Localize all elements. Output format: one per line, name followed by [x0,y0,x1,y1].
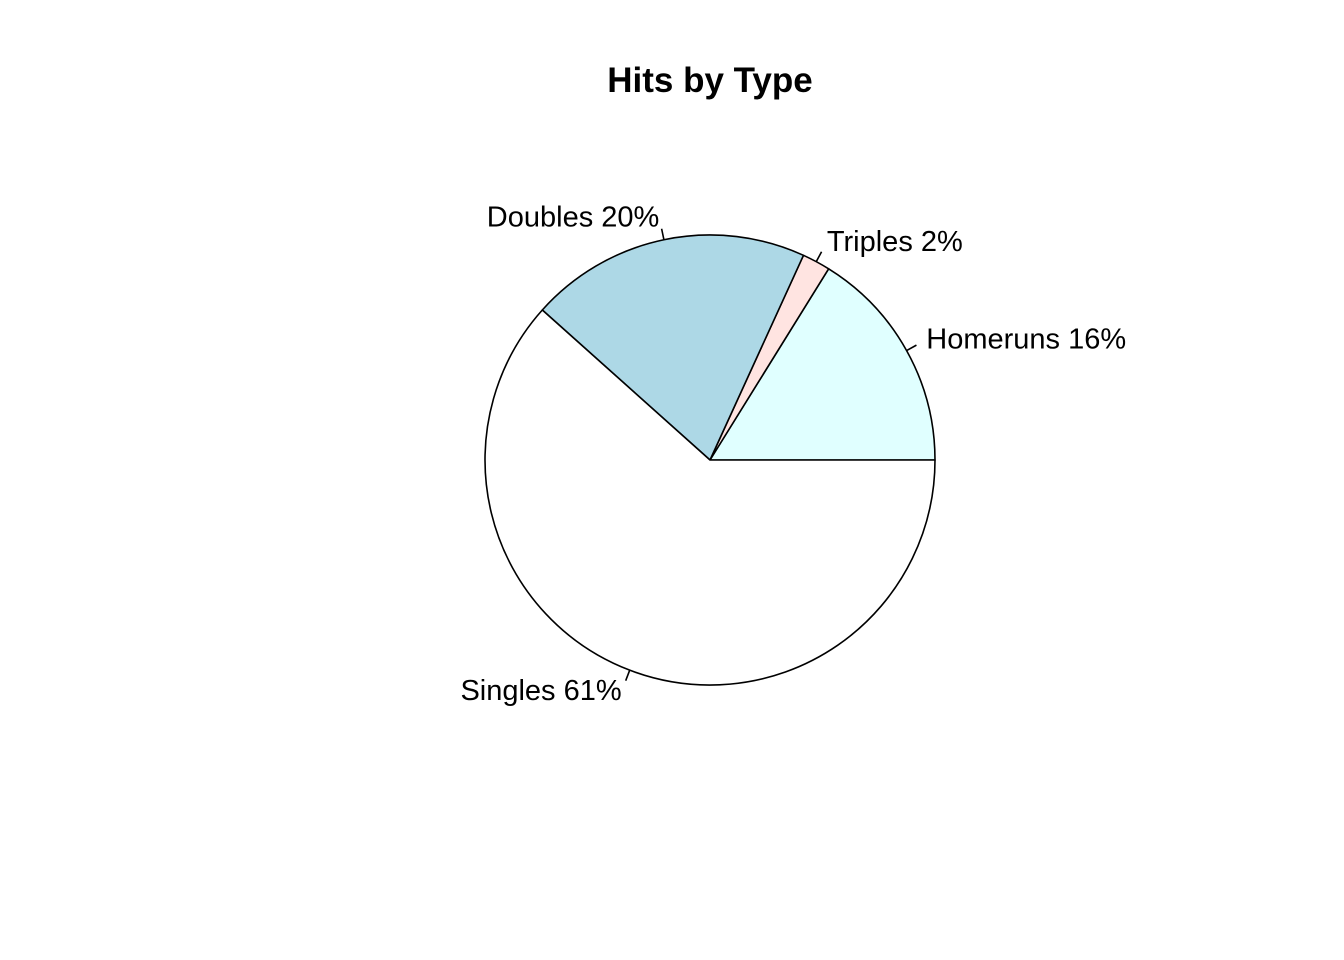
pie-label-ticks [624,228,917,681]
chart-title: Hits by Type [607,61,813,100]
pie-tick-triples [815,251,823,263]
pie-labels: Homeruns 16% Triples 2% Doubles 20% Singles… [460,202,1126,707]
pie-tick-singles [624,669,631,681]
pie-slices [484,234,936,686]
pie-tick-homeruns [906,344,917,352]
pie-label-homeruns: Homeruns 16% [926,324,1126,356]
pie-slice-singles [484,309,936,686]
pie-label-triples: Triples 2% [827,226,963,258]
pie-label-singles: Singles 61% [460,675,621,707]
pie-tick-doubles [660,228,665,240]
pie-label-doubles: Doubles 20% [487,202,660,234]
pie-slice-homeruns [709,268,936,461]
pie-slice-doubles [541,234,805,461]
